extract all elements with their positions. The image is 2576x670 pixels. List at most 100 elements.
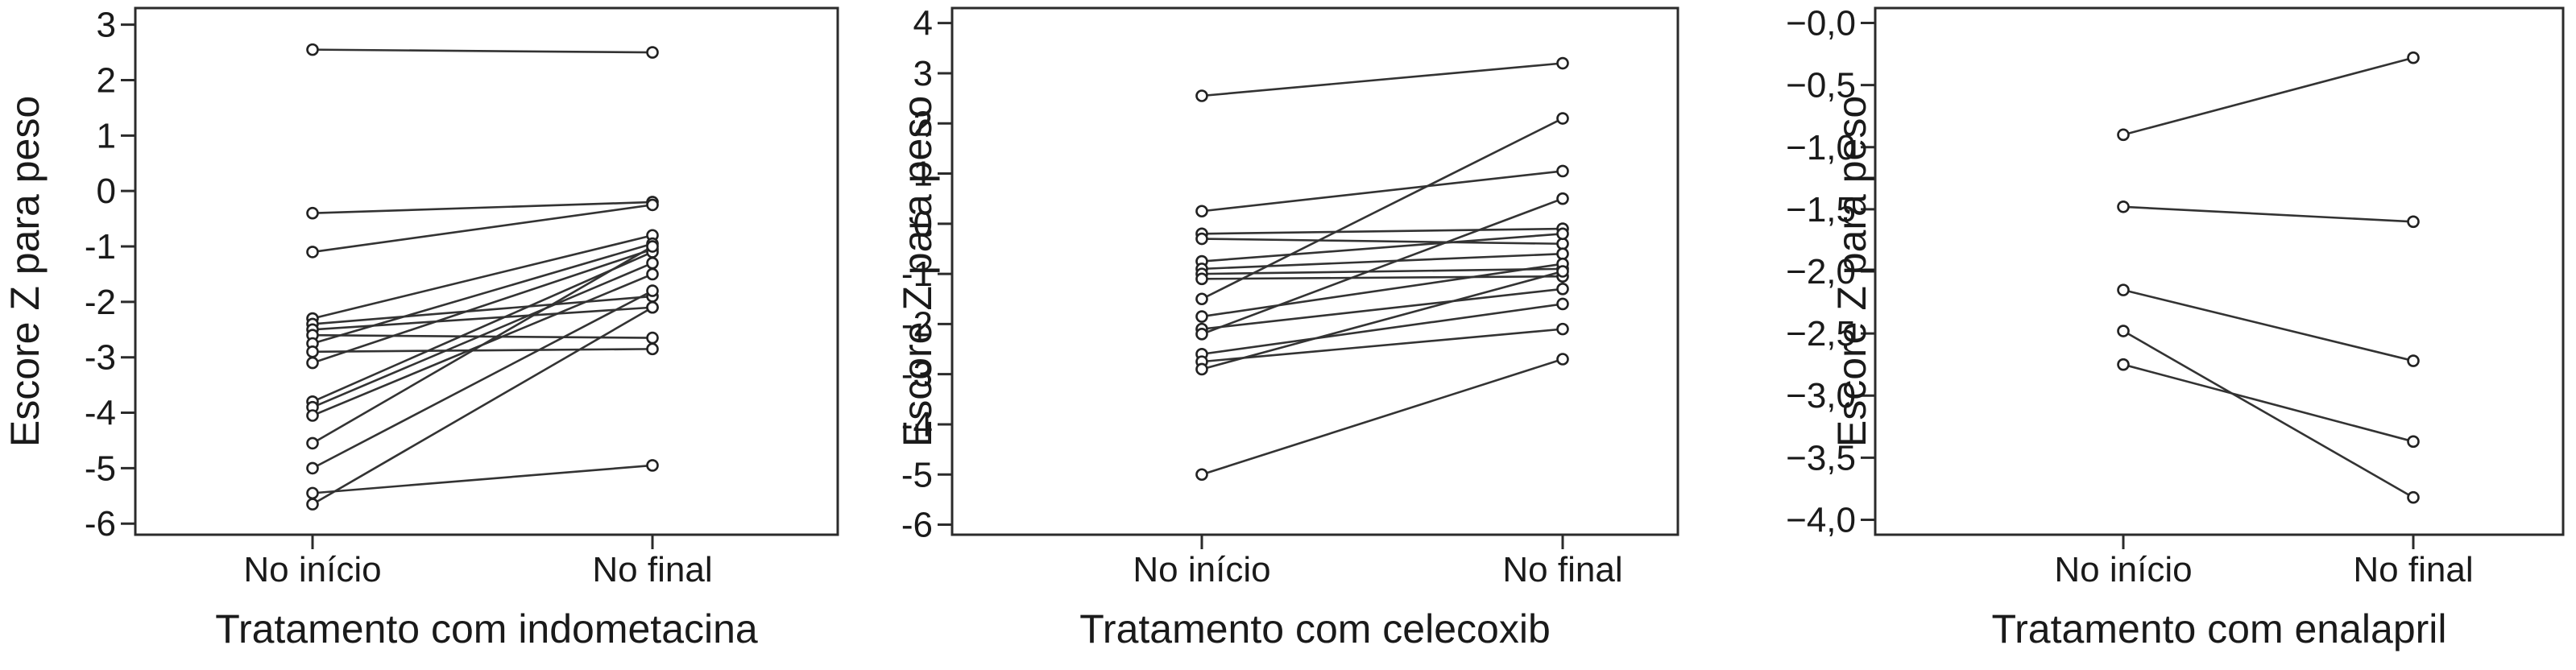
data-point-start [306,356,319,370]
series-line [312,333,653,339]
series-line [1201,287,1563,330]
data-point-end [646,342,659,356]
series-line [1201,267,1563,275]
y-tick-label: 0 [913,205,933,244]
series-line [1201,117,1563,300]
data-point-end [2407,51,2420,64]
data-point-end [646,267,659,281]
y-tick-label: 3 [913,54,933,93]
series-line [2123,329,2414,498]
data-point-start [306,486,319,500]
y-tick-label: 4 [913,4,933,43]
data-point-start [1195,272,1208,286]
series-line [312,204,653,254]
y-tick-label: −2,0 [1786,252,1856,292]
y-tick-label: −3,5 [1786,438,1856,478]
data-point-start [1195,292,1208,306]
data-point-start [1195,310,1208,323]
y-tick-label: -1 [901,254,933,294]
data-point-end [1556,56,1569,70]
series-line [312,48,653,54]
series-line [312,295,653,325]
series-line [1201,197,1563,336]
data-point-end [1556,297,1569,311]
y-tick-label: -5 [901,455,933,494]
data-point-start [1195,328,1208,341]
data-point-end [1556,192,1569,205]
series-line [2123,205,2414,223]
data-point-start [2117,325,2130,337]
series-line [1201,270,1563,370]
data-point-end [1556,265,1569,278]
x-tick-label: No final [592,550,712,589]
data-point-end [646,46,659,59]
series-line [1201,252,1563,271]
data-point-end [646,240,659,253]
data-point-start [1195,232,1208,246]
series-line [312,348,653,354]
series-line [1201,303,1563,356]
y-tick-label: -4 [85,394,116,433]
series-line [312,248,653,364]
series-line [1201,263,1563,318]
plot-frame [1874,6,2565,536]
data-point-start [2117,200,2130,213]
y-tick-label: -1 [85,227,116,267]
x-axis-title: Tratamento com celecoxib [1079,606,1551,651]
y-tick-label: -4 [901,405,933,445]
y-tick-label: −0,5 [1786,66,1856,105]
y-tick-label: −4,0 [1786,500,1856,540]
y-tick-label: −1,0 [1786,128,1856,168]
data-point-start [2117,358,2130,371]
data-point-end [1556,164,1569,178]
plot-frame [134,6,839,536]
series-line [2123,363,2414,443]
series-line [312,289,653,469]
data-point-start [306,345,319,358]
series-line [312,234,653,320]
y-tick-label: 3 [97,6,116,45]
plot-frame [950,6,1679,536]
x-tick-label: No início [2054,550,2192,589]
data-point-end [1556,282,1569,296]
y-tick-label: 0 [97,172,116,211]
series-line [2123,288,2414,362]
series-line [1201,238,1563,246]
data-point-end [646,331,659,345]
data-point-end [2407,354,2420,367]
y-tick-label: -5 [85,449,116,488]
y-axis-title: Escore Z para peso [895,96,940,447]
y-axis-title: Escore Z para peso [2,96,48,447]
data-point-end [2407,215,2420,229]
y-tick-label: −3,0 [1786,376,1856,416]
series-line [1201,232,1563,263]
data-point-end [646,300,659,314]
y-tick-label: −0,0 [1786,4,1856,43]
series-line [1201,328,1563,363]
data-point-start [1195,89,1208,102]
x-tick-label: No início [1133,550,1270,589]
data-point-start [2117,283,2130,296]
y-tick-label: −2,5 [1786,314,1856,354]
y-tick-label: -2 [901,304,933,344]
series-line [312,242,653,345]
data-point-start [306,498,319,511]
data-point-start [2117,128,2130,142]
y-tick-label: -6 [901,506,933,545]
series-line [312,262,653,408]
series-line [1201,62,1563,97]
data-point-end [2407,435,2420,449]
y-tick-label: -3 [85,338,116,378]
data-point-start [306,409,319,422]
data-point-start [306,436,319,450]
series-line [312,464,653,494]
data-point-end [1556,247,1569,261]
data-point-start [306,43,319,56]
data-point-start [306,246,319,258]
data-point-end [646,284,659,297]
data-point-end [1556,112,1569,125]
y-tick-label: 1 [913,155,933,194]
y-tick-label: −1,5 [1786,190,1856,230]
chart-enalapril: −0,0 −0,5 −1,0 −1,5 −2,0 −2,5 −3,0 −3,5 −4,0 No i… [1786,4,2565,651]
data-point-start [1195,205,1208,218]
